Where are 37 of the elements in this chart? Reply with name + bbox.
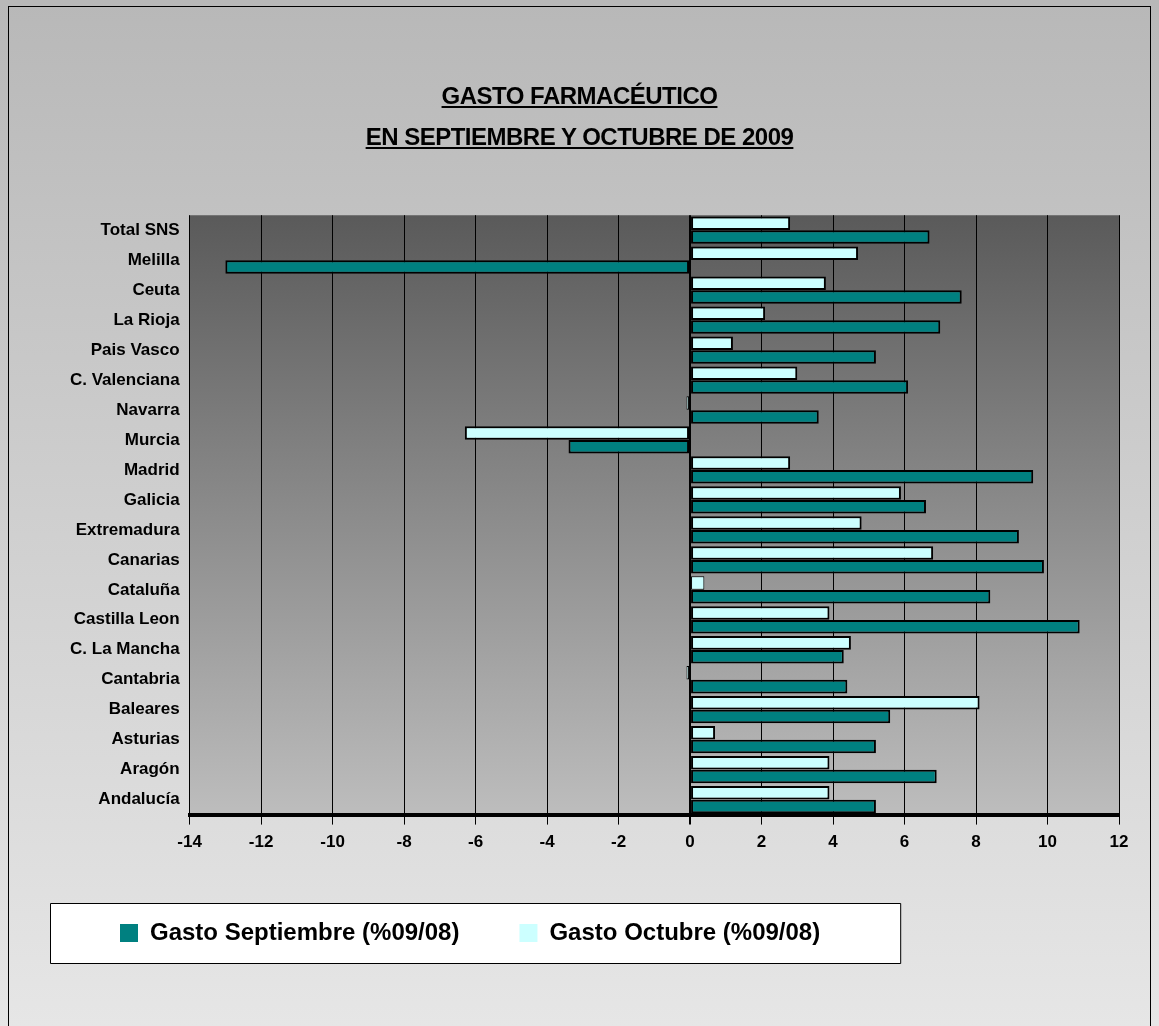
y-tick-label: Extremadura [75,519,181,539]
y-tick-label: La Rioja [113,309,181,329]
x-tick-label: -14 [177,832,203,852]
y-tick-label: C. Valenciana [69,369,181,389]
y-tick-label: Ceuta [132,279,181,299]
x-tick-label: -10 [320,832,345,852]
x-tick-label: -8 [396,832,412,852]
x-tick-label: -2 [611,832,627,852]
x-tick-label: -12 [248,832,274,852]
y-tick-label: Asturias [111,729,180,749]
x-tick-label: 4 [828,832,839,852]
y-tick-label: Navarra [116,399,181,419]
x-tick-label: 6 [899,832,910,852]
y-tick-label: Galicia [123,489,181,509]
x-tick-label: -6 [468,832,484,852]
y-tick-label: Pais Vasco [90,339,180,359]
legend-label: Gasto Octubre (%09/08) [549,917,821,945]
x-tick-label: 2 [756,832,767,852]
y-tick-label: Murcia [124,429,181,449]
y-tick-label: Melilla [127,249,181,269]
legend-label: Gasto Septiembre (%09/08) [150,917,460,945]
chart-title: GASTO FARMACÉUTICO EN SEPTIEMBRE Y OCTUBRE DE 2009 [365,82,794,150]
y-tick-label: Andalucía [98,789,181,809]
y-tick-label: Castilla Leon [73,609,180,629]
y-tick-label: Baleares [108,699,180,719]
x-tick-label: 12 [1109,832,1129,852]
y-tick-label: Aragón [120,759,180,779]
y-tick-label: Cataluña [107,579,181,599]
y-tick-label: Total SNS [100,219,180,239]
y-tick-label: Cantabria [101,669,181,689]
y-tick-label: Canarias [107,549,180,569]
x-tick-label: 0 [685,832,695,852]
x-tick-label: 8 [971,832,981,852]
x-tick-label: -4 [539,832,556,852]
y-tick-label: C. La Mancha [70,639,181,659]
x-tick-label: 10 [1038,832,1057,852]
y-tick-label: Madrid [123,459,180,479]
